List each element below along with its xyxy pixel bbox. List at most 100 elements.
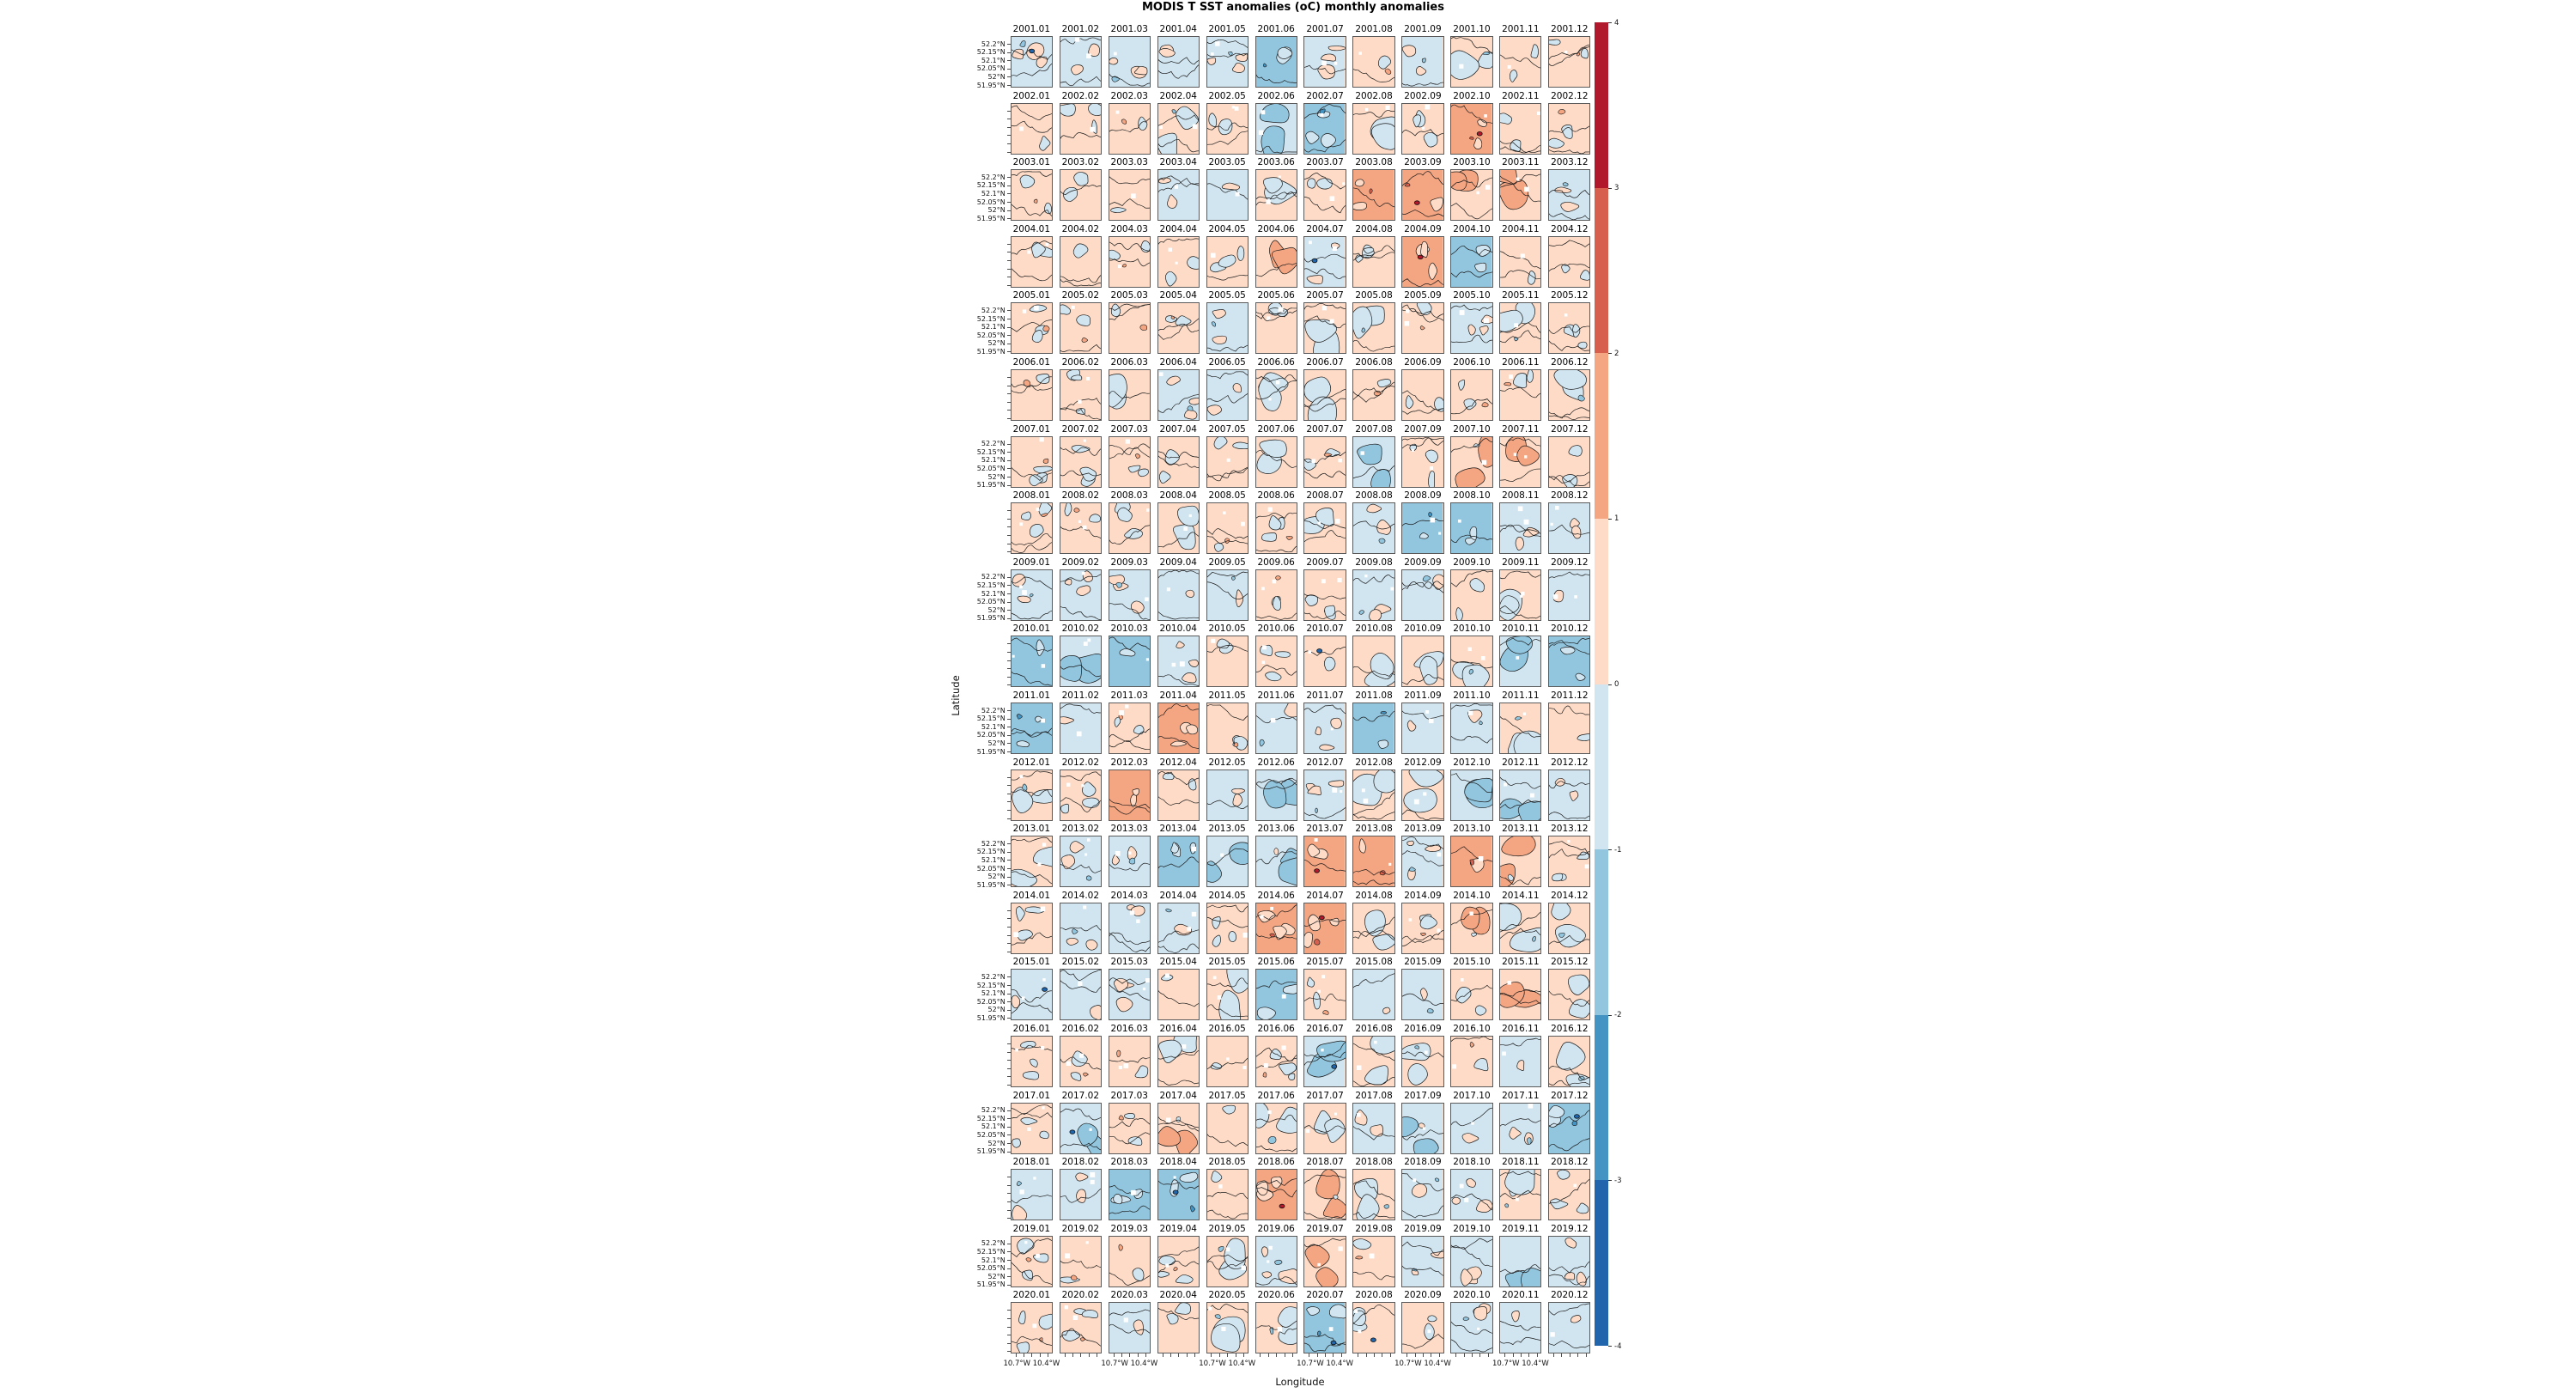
panel [1108,769,1151,821]
panel [1255,1235,1297,1287]
x-tick-mark [1186,1353,1188,1358]
panel [1548,836,1591,888]
panel [1303,102,1346,155]
panel [1157,836,1200,888]
y-tick-mark [1006,851,1011,853]
panel [1255,902,1297,954]
panel [1450,769,1493,821]
panel-plot [1402,1236,1443,1286]
panel [1450,902,1493,954]
panel [1255,1302,1297,1354]
panel [1303,502,1346,555]
y-tick-mark [1006,1118,1011,1120]
colorbar-tick-label: 3 [1614,184,1619,193]
panel-title: 2016.07 [1306,1024,1344,1034]
panel [1010,36,1053,88]
y-tick-mark [1006,1001,1011,1003]
panel [1499,1036,1542,1087]
panel-plot [1304,1236,1346,1286]
y-tick-mark [1006,1067,1011,1069]
panel-title: 2003.04 [1159,157,1197,168]
panel-plot [1011,970,1052,1020]
panel-title: 2011.06 [1257,690,1295,701]
y-tick-mark [1006,785,1011,787]
panel-plot [1206,1037,1248,1086]
panel-plot [1451,436,1492,487]
panel-title: 2008.06 [1257,490,1295,502]
panel-title: 2013.06 [1257,824,1295,835]
panel-title: 2005.10 [1453,290,1491,301]
panel-title: 2013.02 [1061,824,1100,835]
y-tick-label: 52.1°N [981,1256,1005,1264]
y-tick-mark [1006,377,1011,378]
panel-title: 2006.03 [1110,357,1148,368]
panel-title: 2019.03 [1110,1223,1148,1234]
panel [1303,1102,1346,1154]
y-tick-mark [1006,218,1011,220]
panel-plot [1304,1103,1346,1153]
panel-plot [1500,1170,1541,1220]
panel-title: 2004.05 [1208,223,1246,234]
panel-title: 2015.09 [1404,957,1442,968]
panel-title: 2011.12 [1551,690,1589,701]
panel-title: 2005.04 [1159,290,1197,301]
y-tick-mark [1006,210,1011,211]
panel [1157,769,1200,821]
x-tick-mark [1389,1353,1391,1358]
panel-plot [1451,503,1492,554]
panel-title: 2020.01 [1012,1290,1051,1301]
colorbar-tick-mark [1608,518,1612,520]
panel [1157,36,1200,88]
panel [1499,102,1542,155]
x-tick-mark [1129,1353,1131,1358]
panel-plot [1011,636,1052,687]
panel-plot [1011,170,1052,221]
panel-plot [1011,1103,1052,1153]
panel-title: 2013.09 [1404,824,1442,835]
panel-title: 2010.09 [1404,623,1442,635]
panel-plot [1549,103,1590,154]
y-tick-mark [1006,1018,1011,1019]
panel-plot [1549,370,1590,420]
panel [1401,1169,1444,1221]
panel [1401,169,1444,222]
panel [1157,435,1200,488]
panel-plot [1549,236,1590,287]
panel-title: 2001.10 [1453,24,1491,34]
panel-title: 2004.08 [1355,223,1393,234]
y-tick-label: 52.05°N [976,331,1005,339]
panel-title: 2002.06 [1257,90,1295,101]
panel [1352,569,1395,621]
y-tick-label: 52.05°N [976,198,1005,206]
y-tick-mark [1006,459,1011,461]
panel [1450,435,1493,488]
y-tick-mark [1006,1009,1011,1011]
panel-plot [1255,503,1297,554]
panel-title: 2017.07 [1306,1090,1344,1101]
panel-plot [1353,436,1394,487]
panel-plot [1353,1103,1394,1153]
panel-title: 2013.07 [1306,824,1344,835]
panel [1303,569,1346,621]
panel [1401,703,1444,754]
x-tick-mark [1218,1353,1220,1358]
panel-title: 2020.03 [1110,1290,1148,1301]
y-tick-label: 51.95°N [976,1013,1005,1022]
x-tick-mark [1031,1353,1033,1358]
panel-plot [1255,170,1297,221]
panel-plot [1451,103,1492,154]
x-tick-mark [1170,1353,1171,1358]
panel-title: 2005.03 [1110,290,1148,301]
panel [1010,435,1053,488]
panel [1401,969,1444,1021]
panel-plot [1060,1170,1101,1220]
panel-title: 2004.10 [1453,223,1491,234]
panel [1206,836,1249,888]
panel-plot [1109,836,1150,887]
panel-plot [1060,370,1101,420]
panel-title: 2017.09 [1404,1090,1442,1101]
x-tick-mark [1276,1353,1278,1358]
x-tick-mark [1455,1353,1457,1358]
y-tick-label: 52°N [987,1272,1005,1280]
panel [1010,969,1053,1021]
